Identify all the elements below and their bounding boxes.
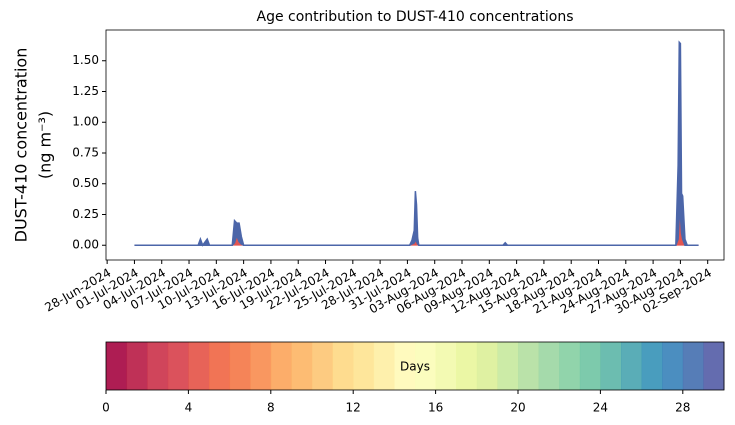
colorbar-cell xyxy=(167,342,189,390)
colorbar-cell xyxy=(126,342,148,390)
colorbar-cell xyxy=(250,342,272,390)
colorbar-cell xyxy=(518,342,540,390)
colorbar-cell xyxy=(353,342,375,390)
y-axis-label: (ng m⁻³) xyxy=(36,111,55,179)
colorbar-tick-label: 20 xyxy=(510,401,525,415)
colorbar-cell xyxy=(209,342,231,390)
colorbar-cell xyxy=(270,342,292,390)
colorbar-cell xyxy=(415,342,437,390)
colorbar-cell xyxy=(456,342,478,390)
colorbar-cell xyxy=(476,342,498,390)
colorbar-cell xyxy=(579,342,601,390)
colorbar-tick-label: 8 xyxy=(267,401,275,415)
colorbar-cell xyxy=(312,342,334,390)
colorbar-cell xyxy=(497,342,519,390)
colorbar-cell xyxy=(703,342,725,390)
colorbar-cell xyxy=(373,342,395,390)
colorbar-cell xyxy=(106,342,128,390)
colorbar-cell xyxy=(394,342,416,390)
chart-title: Age contribution to DUST-410 concentrati… xyxy=(257,9,574,25)
colorbar-tick-label: 4 xyxy=(185,401,193,415)
colorbar-cell xyxy=(559,342,581,390)
colorbar-cell xyxy=(538,342,560,390)
plot-frame xyxy=(105,29,725,261)
colorbar-tick-label: 0 xyxy=(102,401,110,415)
y-tick-label: 1.50 xyxy=(72,53,99,67)
colorbar-cell xyxy=(188,342,210,390)
colorbar-frame xyxy=(105,341,725,391)
y-tick-label: 0.75 xyxy=(72,145,99,159)
y-axis-label: DUST-410 concentration xyxy=(12,48,31,243)
colorbar-tick-label: 28 xyxy=(675,401,690,415)
area xyxy=(134,40,699,247)
colorbar-cell xyxy=(682,342,704,390)
y-tick-label: 0.50 xyxy=(72,176,99,190)
colorbar-label: Days xyxy=(400,360,430,374)
y-tick-label: 0.25 xyxy=(72,207,99,221)
colorbar-cell xyxy=(332,342,354,390)
colorbar-cell xyxy=(600,342,622,390)
colorbar-cell xyxy=(662,342,684,390)
colorbar-cell xyxy=(291,342,313,390)
colorbar-cell xyxy=(229,342,251,390)
colorbar-tick-label: 24 xyxy=(593,401,608,415)
colorbar-tick-label: 16 xyxy=(428,401,443,415)
colorbar-tick-label: 12 xyxy=(346,401,361,415)
y-tick-label: 0.00 xyxy=(72,238,99,252)
y-tick-label: 1.25 xyxy=(72,84,99,98)
y-tick-label: 1.00 xyxy=(72,115,99,129)
colorbar-cell xyxy=(641,342,663,390)
colorbar-cell xyxy=(621,342,643,390)
colorbar-cell xyxy=(435,342,457,390)
colorbar-cell xyxy=(147,342,169,390)
